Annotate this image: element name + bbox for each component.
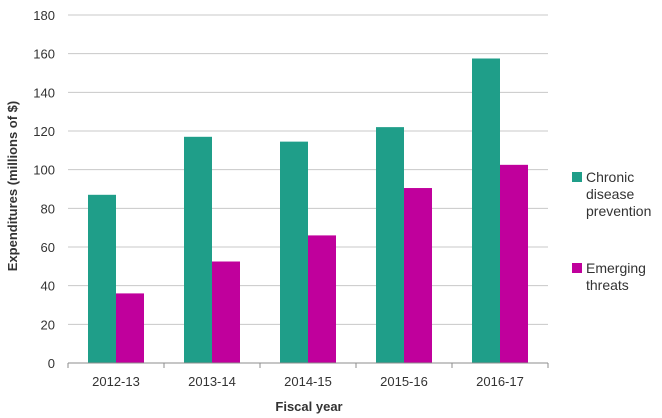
y-tick-label: 120 xyxy=(33,124,55,139)
bar-emerging-2012-13 xyxy=(116,293,144,363)
legend-label-chronic: Chronic disease prevention xyxy=(586,169,652,219)
bar-chronic-2014-15 xyxy=(280,141,308,363)
y-tick-label: 160 xyxy=(33,47,55,62)
y-tick-label: 0 xyxy=(48,356,55,371)
bar-emerging-2016-17 xyxy=(500,164,528,363)
y-tick-label: 60 xyxy=(41,240,55,255)
y-tick-label: 140 xyxy=(33,85,55,100)
bar-emerging-2013-14 xyxy=(212,261,240,363)
bar-chronic-2013-14 xyxy=(184,136,212,363)
bar-chronic-2015-16 xyxy=(376,127,404,363)
legend-swatch-emerging xyxy=(572,263,582,273)
x-tick-label: 2015-16 xyxy=(380,374,428,389)
x-axis: 2012-13 2013-14 2014-15 2015-16 2016-17 xyxy=(67,362,549,389)
x-tick-label: 2014-15 xyxy=(284,374,332,389)
y-tick-label: 100 xyxy=(33,163,55,178)
x-tick-label: 2012-13 xyxy=(92,374,140,389)
legend-swatch-chronic xyxy=(572,172,582,182)
y-tick-label: 20 xyxy=(41,317,55,332)
legend-label-emerging: Emerging threats xyxy=(586,260,646,293)
bars xyxy=(88,58,528,363)
bar-emerging-2014-15 xyxy=(308,235,336,363)
y-tick-label: 180 xyxy=(33,8,55,23)
x-tick-label: 2013-14 xyxy=(188,374,236,389)
bar-chronic-2012-13 xyxy=(88,194,116,363)
x-axis-label: Fiscal year xyxy=(275,399,342,414)
bar-chronic-2016-17 xyxy=(472,58,500,363)
y-axis-label: Expenditures (millions of $) xyxy=(5,101,20,271)
bar-emerging-2015-16 xyxy=(404,188,432,363)
x-tick-label: 2016-17 xyxy=(476,374,524,389)
y-tick-label: 40 xyxy=(41,279,55,294)
y-axis-ticks: 0 20 40 60 80 100 120 140 160 180 xyxy=(33,8,55,371)
y-tick-label: 80 xyxy=(41,201,55,216)
